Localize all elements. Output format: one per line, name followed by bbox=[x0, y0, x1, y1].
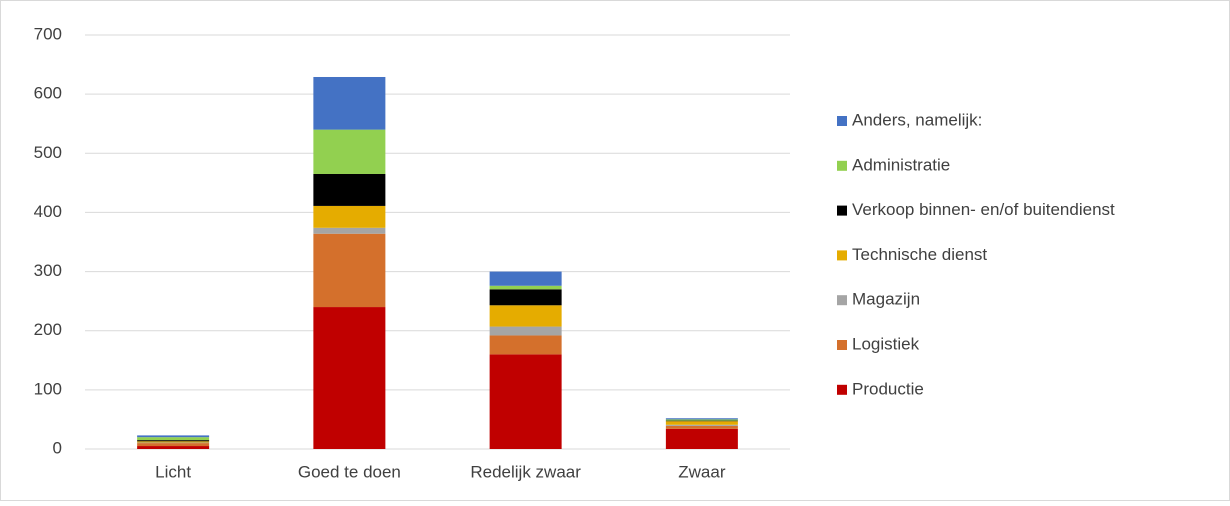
x-tick-label: Zwaar bbox=[678, 462, 726, 481]
bar-segment bbox=[137, 446, 210, 449]
bar-segment bbox=[137, 443, 210, 447]
bar-segment bbox=[489, 354, 562, 449]
legend-swatch bbox=[837, 205, 847, 216]
bar-segment bbox=[665, 425, 738, 429]
bar-segment bbox=[137, 441, 210, 443]
y-tick-label: 400 bbox=[34, 202, 62, 221]
bar-segment bbox=[313, 76, 386, 130]
x-tick-label: Licht bbox=[155, 462, 191, 481]
legend-label: Verkoop binnen- en/of buitendienst bbox=[852, 200, 1115, 219]
bar-segment bbox=[313, 233, 386, 308]
y-tick-label: 200 bbox=[34, 320, 62, 339]
bar-segment bbox=[137, 435, 210, 438]
legend-swatch bbox=[837, 116, 847, 126]
legend-label: Administratie bbox=[852, 155, 950, 174]
bar-segment bbox=[665, 424, 738, 426]
bar-segment bbox=[313, 205, 386, 228]
bar-segment bbox=[665, 420, 738, 422]
bar-segment bbox=[313, 129, 386, 174]
bar-segment bbox=[137, 440, 210, 442]
bar-segment bbox=[489, 326, 562, 336]
legend-swatch bbox=[837, 250, 847, 261]
bar-segment bbox=[489, 289, 562, 306]
y-tick-label: 100 bbox=[34, 379, 62, 398]
bar-segment bbox=[665, 421, 738, 425]
y-tick-label: 300 bbox=[34, 261, 62, 280]
legend-swatch bbox=[837, 340, 847, 350]
legend-label: Technische dienst bbox=[852, 245, 987, 264]
y-tick-label: 500 bbox=[34, 143, 62, 162]
bar-segment bbox=[665, 428, 738, 449]
legend-swatch bbox=[837, 295, 847, 306]
legend-label: Productie bbox=[852, 379, 924, 398]
bar-segment bbox=[137, 437, 210, 441]
bar-segment bbox=[313, 227, 386, 234]
legend-label: Logistiek bbox=[852, 334, 920, 353]
bar-segment bbox=[489, 335, 562, 355]
y-tick-label: 700 bbox=[34, 24, 62, 43]
bar-segment bbox=[489, 305, 562, 327]
bar-segment bbox=[665, 419, 738, 421]
bar-segment bbox=[489, 271, 562, 286]
bar-segment bbox=[137, 442, 210, 444]
y-tick-label: 0 bbox=[53, 438, 62, 457]
x-tick-label: Goed te doen bbox=[298, 462, 401, 481]
x-tick-label: Redelijk zwaar bbox=[470, 462, 581, 481]
legend-label: Anders, namelijk: bbox=[852, 110, 982, 129]
bar-segment bbox=[313, 307, 386, 449]
bar-segment bbox=[489, 285, 562, 290]
bar-segment bbox=[665, 418, 738, 420]
legend-swatch bbox=[837, 384, 847, 395]
legend-swatch bbox=[837, 160, 847, 171]
legend-label: Magazijn bbox=[852, 290, 920, 309]
bar-segment bbox=[313, 173, 386, 206]
y-tick-label: 600 bbox=[34, 84, 62, 103]
